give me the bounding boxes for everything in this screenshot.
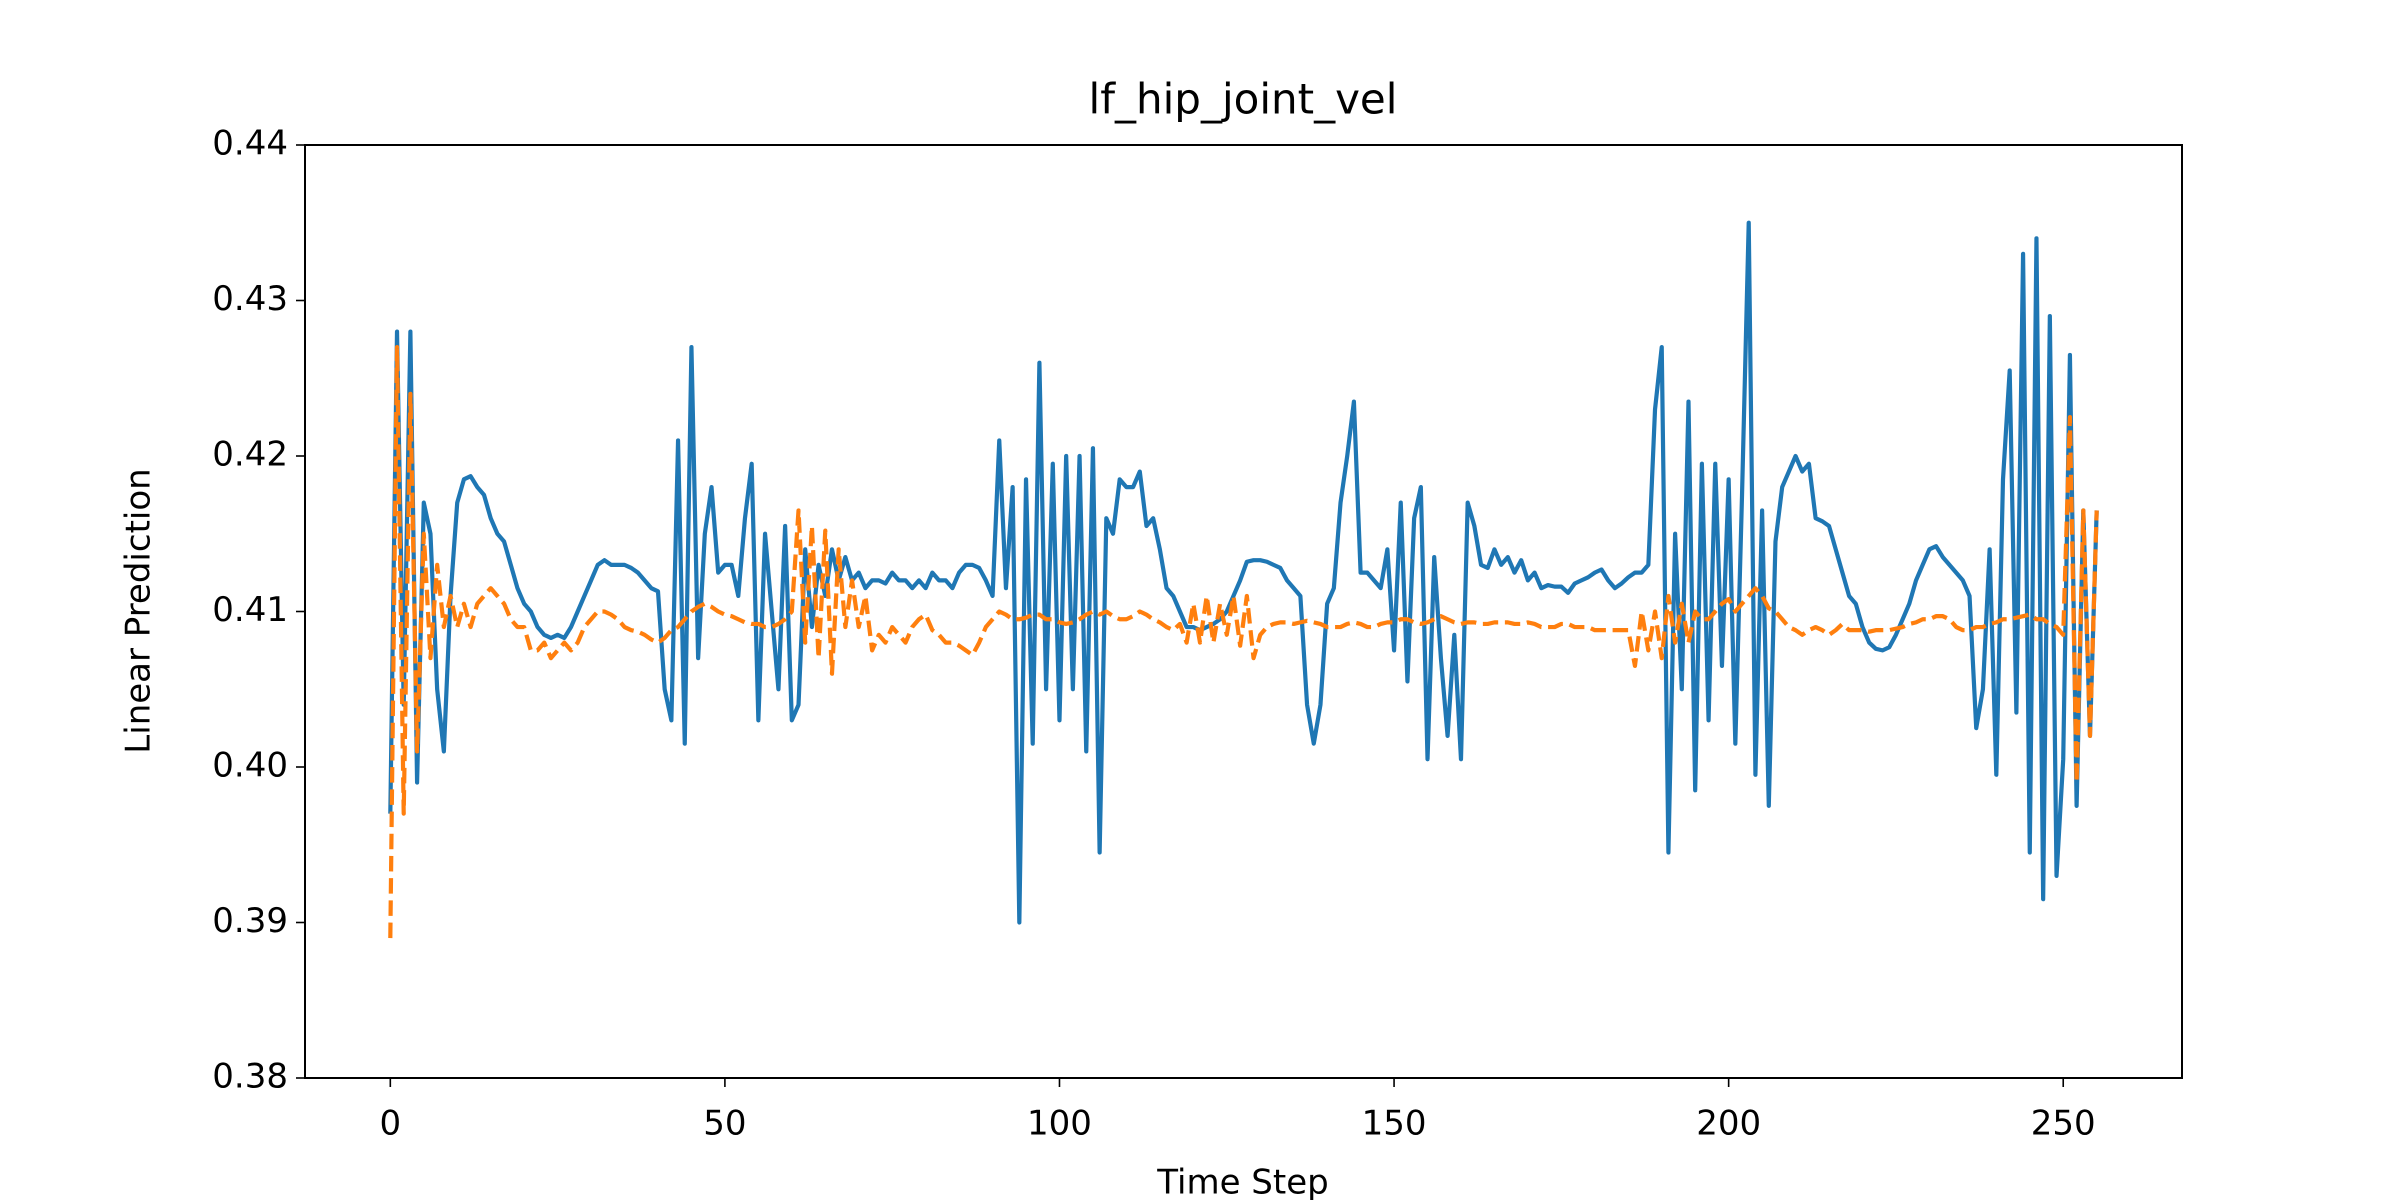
y-tick-label: 0.40	[212, 746, 288, 786]
y-tick-label: 0.44	[212, 124, 288, 164]
x-tick-label: 50	[703, 1104, 746, 1144]
y-tick-label: 0.43	[212, 279, 288, 319]
chart-title: lf_hip_joint_vel	[1089, 75, 1398, 124]
x-tick-label: 250	[2031, 1104, 2096, 1144]
y-tick-label: 0.38	[212, 1057, 288, 1097]
plot-frame	[304, 144, 2183, 1079]
series-line	[388, 345, 2099, 939]
x-tick-label: 150	[1362, 1104, 1427, 1144]
y-tick-label: 0.41	[212, 590, 288, 630]
x-tick-label: 100	[1027, 1104, 1092, 1144]
x-axis-label: Time Step	[1156, 1163, 1328, 1200]
y-tick-label: 0.42	[212, 435, 288, 475]
x-tick-label: 200	[1696, 1104, 1761, 1144]
x-tick-label: 0	[379, 1104, 401, 1144]
series-line	[388, 220, 2099, 925]
y-axis-label: Linear Prediction	[119, 468, 159, 753]
y-tick-label: 0.39	[212, 901, 288, 941]
